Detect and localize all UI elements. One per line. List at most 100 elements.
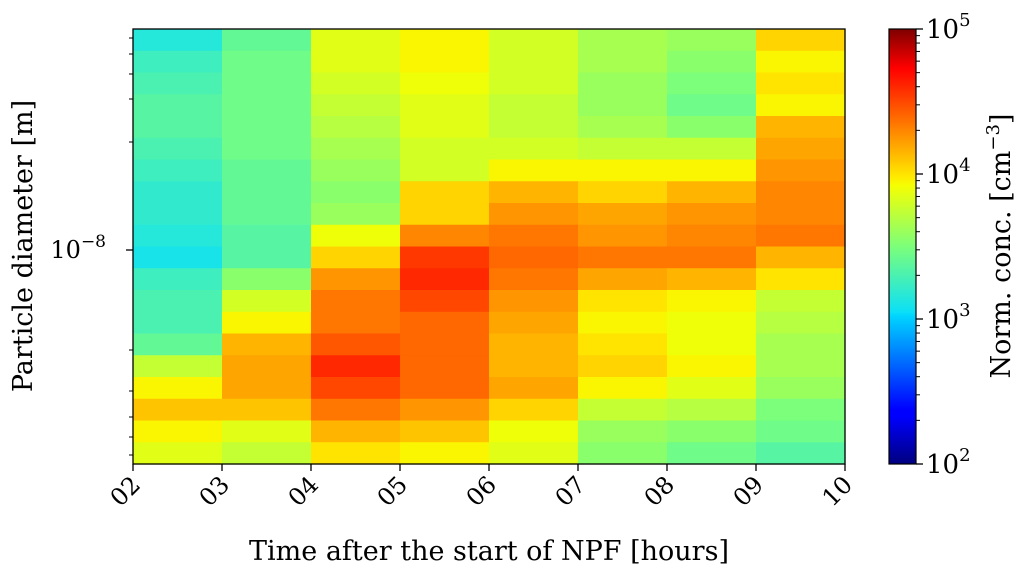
heatmap-cell bbox=[222, 94, 312, 117]
heatmap-cell bbox=[489, 333, 579, 356]
colorbar-gradient bbox=[888, 28, 917, 465]
heatmap-cell bbox=[489, 50, 579, 74]
heatmap-cell bbox=[222, 72, 312, 95]
heatmap-cell bbox=[400, 246, 490, 269]
heatmap-cell bbox=[400, 420, 490, 443]
x-tick-label: 05 bbox=[372, 471, 413, 512]
heatmap-cell bbox=[578, 333, 668, 356]
heatmap-cell bbox=[311, 311, 401, 335]
heatmap-cell bbox=[311, 355, 401, 378]
heatmap-cell bbox=[667, 311, 757, 335]
colorbar-tick-label: 104 bbox=[926, 155, 971, 190]
y-tick-label: 10−8 bbox=[50, 232, 106, 264]
heatmap-cell bbox=[133, 116, 223, 139]
heatmap-cell bbox=[133, 290, 223, 313]
heatmap-cell bbox=[578, 50, 668, 74]
heatmap-cell bbox=[667, 246, 757, 269]
heatmap-cell bbox=[133, 137, 223, 161]
heatmap-cell bbox=[667, 224, 757, 248]
heatmap-cell bbox=[489, 224, 579, 248]
heatmap-cell bbox=[667, 355, 757, 378]
heatmap-cell bbox=[133, 333, 223, 356]
heatmap-cell bbox=[311, 290, 401, 313]
heatmap-cell bbox=[489, 420, 579, 443]
heatmap-cell bbox=[311, 377, 401, 400]
heatmap-cell bbox=[400, 311, 490, 335]
heatmap-cell bbox=[400, 290, 490, 313]
heatmap-cell bbox=[400, 268, 490, 291]
heatmap-cell bbox=[667, 181, 757, 204]
heatmap-cell bbox=[222, 355, 312, 378]
heatmap-cell bbox=[667, 116, 757, 139]
heatmap-cell bbox=[400, 94, 490, 117]
heatmap-cell bbox=[133, 377, 223, 400]
x-tick-label: 03 bbox=[194, 471, 235, 512]
heatmap-cell bbox=[667, 72, 757, 95]
heatmap-cell bbox=[667, 420, 757, 443]
x-tick-label: 08 bbox=[639, 471, 680, 512]
heatmap-cell bbox=[667, 333, 757, 356]
x-tick-label: 02 bbox=[105, 471, 146, 512]
x-axis-title: Time after the start of NPF [hours] bbox=[249, 536, 729, 567]
heatmap-cell bbox=[311, 420, 401, 443]
heatmap-cell bbox=[756, 29, 846, 52]
heatmap-cell bbox=[489, 94, 579, 117]
heatmap-cell bbox=[756, 246, 846, 269]
heatmap-cell bbox=[400, 159, 490, 182]
heatmap-cell bbox=[667, 203, 757, 226]
heatmap-cell bbox=[578, 94, 668, 117]
heatmap-cell bbox=[400, 377, 490, 400]
heatmap-cell bbox=[400, 29, 490, 52]
heatmap-cell bbox=[756, 159, 846, 182]
heatmap-cells bbox=[133, 29, 846, 465]
heatmap-cell bbox=[222, 29, 312, 52]
heatmap-cell bbox=[578, 203, 668, 226]
heatmap-cell bbox=[489, 442, 579, 465]
heatmap-cell bbox=[578, 159, 668, 182]
heatmap-cell bbox=[756, 72, 846, 95]
heatmap-cell bbox=[489, 159, 579, 182]
heatmap-cell bbox=[311, 137, 401, 161]
x-tick-label: 06 bbox=[461, 471, 502, 512]
plot-frame bbox=[132, 28, 846, 465]
heatmap-cell bbox=[311, 72, 401, 95]
heatmap-cell bbox=[133, 311, 223, 335]
heatmap-cell bbox=[133, 224, 223, 248]
heatmap-cell bbox=[222, 159, 312, 182]
heatmap-cell bbox=[756, 420, 846, 443]
heatmap-cell bbox=[311, 333, 401, 356]
heatmap-cell bbox=[756, 181, 846, 204]
heatmap-cell bbox=[133, 50, 223, 74]
heatmap-cell bbox=[311, 203, 401, 226]
heatmap-cell bbox=[489, 311, 579, 335]
heatmap-cell bbox=[400, 355, 490, 378]
heatmap-cell bbox=[667, 290, 757, 313]
heatmap-cell bbox=[133, 246, 223, 269]
heatmap-cell bbox=[222, 420, 312, 443]
heatmap-cell bbox=[756, 377, 846, 400]
heatmap-cell bbox=[667, 94, 757, 117]
heatmap-cell bbox=[311, 246, 401, 269]
heatmap-cell bbox=[311, 116, 401, 139]
heatmap-cell bbox=[222, 116, 312, 139]
heatmap-cell bbox=[667, 29, 757, 52]
heatmap-cell bbox=[578, 355, 668, 378]
heatmap-cell bbox=[222, 203, 312, 226]
colorbar-tick-label: 102 bbox=[926, 445, 971, 480]
x-axis: 02 03 04 05 06 07 08 09 10 bbox=[105, 464, 858, 512]
heatmap-cell bbox=[489, 116, 579, 139]
heatmap-cell bbox=[311, 29, 401, 52]
heatmap-cell bbox=[400, 181, 490, 204]
heatmap-cell bbox=[578, 442, 668, 465]
heatmap-cell bbox=[133, 72, 223, 95]
heatmap-cell bbox=[756, 94, 846, 117]
heatmap-cell bbox=[400, 333, 490, 356]
heatmap-cell bbox=[578, 29, 668, 52]
heatmap-cell bbox=[133, 181, 223, 204]
heatmap-cell bbox=[222, 246, 312, 269]
heatmap-cell bbox=[400, 137, 490, 161]
heatmap-cell bbox=[756, 311, 846, 335]
heatmap-cell bbox=[578, 398, 668, 422]
heatmap-cell bbox=[222, 333, 312, 356]
